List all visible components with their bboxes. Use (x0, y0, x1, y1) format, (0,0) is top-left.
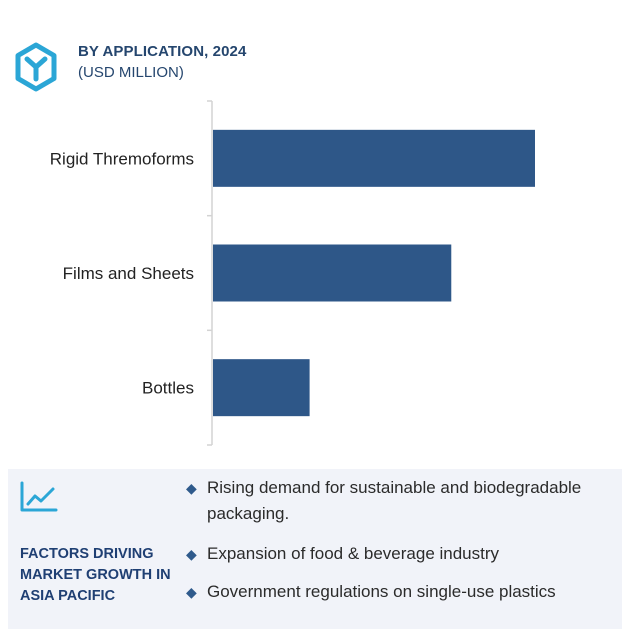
bar-chart-svg: Rigid Thremoforms Films and Sheets Bottles (50, 100, 535, 446)
diamond-bullet-icon: ◆ (186, 546, 197, 562)
diamond-bullet-icon: ◆ (186, 584, 197, 600)
line-chart-trend-icon (20, 481, 58, 512)
factor-text: Rising demand for sustainable and biodeg… (207, 478, 582, 523)
bar (213, 359, 310, 417)
hexagon-y-logo-icon (15, 42, 57, 92)
factors-heading: FACTORS DRIVING MARKET GROWTH IN ASIA PA… (20, 546, 171, 604)
bar (213, 244, 452, 302)
category-tick-label: Bottles (142, 379, 194, 398)
chart-title: BY APPLICATION, 2024 (78, 43, 247, 60)
category-tick-label: Rigid Thremoforms (50, 149, 194, 168)
factor-text: Expansion of food & beverage industry (207, 544, 500, 563)
category-tick-label: Films and Sheets (63, 264, 194, 283)
chart-header: BY APPLICATION, 2024 (USD MILLION) (14, 40, 614, 92)
factors-panel: FACTORS DRIVING MARKET GROWTH IN ASIA PA… (8, 469, 622, 629)
factor-text: Government regulations on single-use pla… (207, 582, 556, 601)
diamond-bullet-icon: ◆ (186, 480, 197, 496)
chart-subtitle: (USD MILLION) (78, 64, 184, 81)
bar-chart: Rigid Thremoforms Films and Sheets Bottles (0, 95, 631, 455)
bar (213, 129, 535, 187)
